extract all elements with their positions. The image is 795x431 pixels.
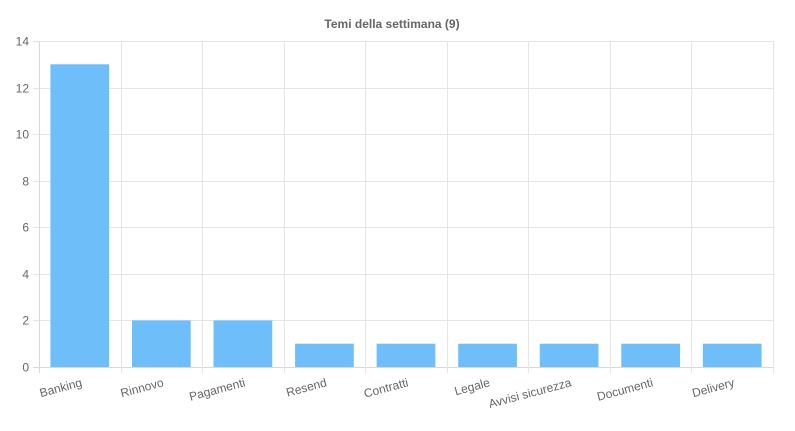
bar[interactable]: [50, 64, 110, 368]
y-tick-label: 0: [22, 361, 29, 375]
x-tick-label: Documenti: [595, 375, 654, 403]
y-tick-label: 14: [16, 35, 30, 49]
chart-title: Temi della settimana (9): [324, 17, 459, 31]
x-tick-label: Pagamenti: [188, 375, 247, 403]
bar[interactable]: [213, 320, 273, 367]
x-tick-label: Avvisi sicurezza: [487, 375, 573, 411]
grid-layer: [33, 41, 774, 373]
y-tick-label: 2: [22, 314, 29, 328]
y-axis-ticks: 0 2 4 6 8 10 12 14: [16, 35, 30, 375]
y-tick-label: 10: [16, 128, 30, 142]
y-tick-label: 12: [16, 82, 30, 96]
x-tick-label: Resend: [285, 375, 329, 399]
y-tick-label: 4: [22, 268, 29, 282]
bar[interactable]: [621, 343, 681, 367]
bar[interactable]: [131, 320, 191, 367]
x-tick-label: Delivery: [691, 375, 736, 400]
bar[interactable]: [458, 343, 517, 367]
bar[interactable]: [376, 343, 436, 367]
bar[interactable]: [295, 343, 354, 367]
x-axis-ticks: Banking Rinnovo Pagamenti Resend Contratti Le…: [38, 375, 736, 411]
y-tick-label: 6: [22, 221, 29, 235]
x-tick-label: Contratti: [362, 375, 409, 400]
y-tick-label: 8: [22, 175, 29, 189]
bar[interactable]: [539, 343, 599, 367]
bar-layer: [50, 64, 762, 368]
bar[interactable]: [702, 343, 762, 367]
x-tick-label: Rinnovo: [119, 375, 165, 400]
x-tick-label: Banking: [38, 375, 84, 400]
x-tick-label: Legale: [453, 375, 492, 398]
